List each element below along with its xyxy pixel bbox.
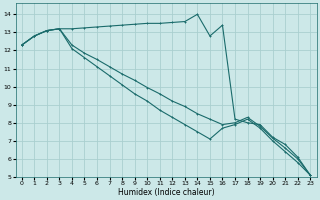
X-axis label: Humidex (Indice chaleur): Humidex (Indice chaleur): [118, 188, 214, 197]
